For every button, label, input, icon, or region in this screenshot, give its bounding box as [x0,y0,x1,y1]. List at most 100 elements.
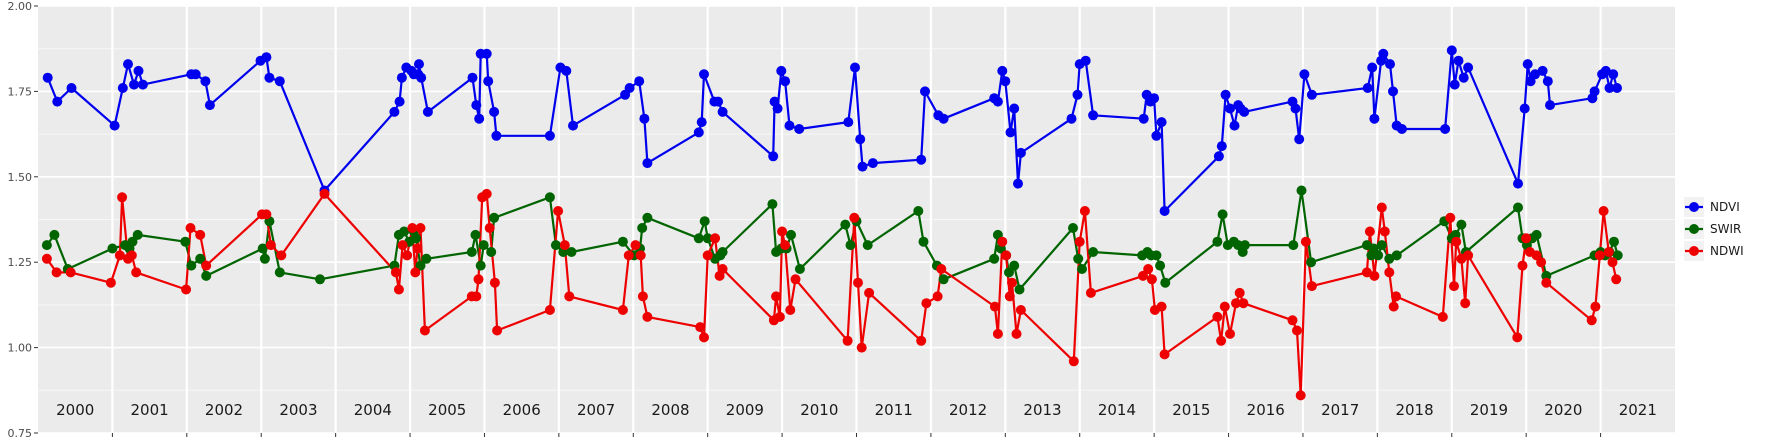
point-ndwi [623,250,634,261]
point-swir [566,247,577,257]
year-labels: 2000 2001 2002 2003 2004 2005 2006 2007 2008 2009… [56,401,1657,419]
point-ndwi [771,291,782,302]
point-ndwi [1361,267,1372,278]
year-label: 2011 [875,401,913,419]
point-swir [186,260,197,271]
year-label: 2020 [1544,401,1582,419]
legend: NDVI SWIR NDWI [1684,197,1744,261]
point-swir [49,229,60,240]
point-ndwi [51,267,62,278]
point-swir [1531,229,1542,240]
point-ndwi [932,291,943,302]
point-ndvi [1530,69,1541,80]
point-ndvi [997,65,1008,76]
point-swir [1212,236,1223,247]
point-ndvi [1369,113,1380,124]
point-swir [421,253,432,264]
point-swir [486,247,497,257]
point-ndwi [195,229,206,240]
point-ndvi [1378,48,1389,59]
point-ndwi [1536,257,1547,268]
point-ndwi [936,264,947,274]
point-ndwi [1234,287,1245,298]
point-swir [1009,260,1020,271]
point-swir [637,223,648,233]
point-ndvi [780,76,791,87]
y-tick-label: 0.75 [8,427,33,440]
point-ndwi [1156,301,1167,312]
point-swir [938,274,949,285]
point-ndwi [1300,236,1311,247]
point-swir [550,240,561,251]
point-ndvi [1225,103,1235,114]
point-ndwi [1219,301,1230,312]
point-ndwi [842,335,853,346]
point-ndvi [1453,55,1464,66]
point-ndvi [544,130,555,141]
point-ndvi [467,72,478,83]
point-ndwi [921,298,932,309]
point-ndvi [129,79,139,90]
point-ndwi [410,267,421,278]
point-swir [702,233,713,244]
point-ndvi [1005,127,1016,138]
point-ndwi [637,291,648,302]
y-tick-label: 1.75 [8,85,33,98]
point-swir [478,240,489,251]
point-ndvi [414,59,424,70]
point-ndwi [630,240,641,251]
series-points [41,45,1623,401]
point-ndwi [265,240,276,251]
point-swir [1073,253,1084,264]
point-ndwi [1216,335,1227,346]
year-label: 2013 [1023,401,1061,419]
point-ndwi [1364,226,1375,237]
point-ndwi [1212,311,1223,322]
point-swir [840,219,851,230]
point-ndwi [1295,390,1306,401]
point-ndvi [200,76,211,87]
point-ndvi [938,113,949,124]
point-ndwi [642,311,653,322]
point-ndwi [1007,277,1017,288]
point-ndvi [768,151,779,162]
point-ndwi [1512,332,1523,343]
point-ndvi [1151,130,1162,141]
legend-label-ndvi: NDVI [1710,200,1740,214]
point-ndwi [1001,250,1012,261]
point-ndvi [624,83,635,93]
point-ndvi [1138,113,1149,124]
point-ndvi [1545,100,1555,111]
point-ndvi [639,113,650,124]
point-swir [1456,219,1467,230]
point-swir [1373,250,1384,261]
point-ndwi [1369,270,1380,281]
point-ndwi [785,305,796,315]
legend-label-swir: SWIR [1710,222,1741,236]
y-axis: 0.75 1.00 1.25 1.50 1.75 2.00 [8,0,38,440]
point-ndwi [1011,328,1022,339]
point-ndwi [564,291,575,302]
point-ndvi [1080,55,1091,66]
point-ndwi [1437,311,1448,322]
point-swir [1151,250,1162,261]
point-ndvi [264,72,275,83]
point-ndwi [1590,301,1601,312]
year-label: 2000 [56,401,94,419]
point-ndwi [777,226,788,237]
point-swir [767,199,778,210]
point-ndvi [481,48,492,59]
point-ndwi [1292,325,1302,336]
point-ndvi [274,76,285,87]
point-ndwi [1391,291,1401,302]
point-swir [913,206,924,216]
point-ndwi [544,305,555,315]
point-ndwi [489,277,500,288]
point-ndwi [1449,281,1459,292]
point-ndvi [713,96,724,107]
point-ndvi [396,72,407,83]
legend-marker [1689,202,1699,212]
point-ndvi [1239,106,1250,117]
point-ndwi [1521,233,1532,244]
point-ndvi [1220,89,1231,100]
